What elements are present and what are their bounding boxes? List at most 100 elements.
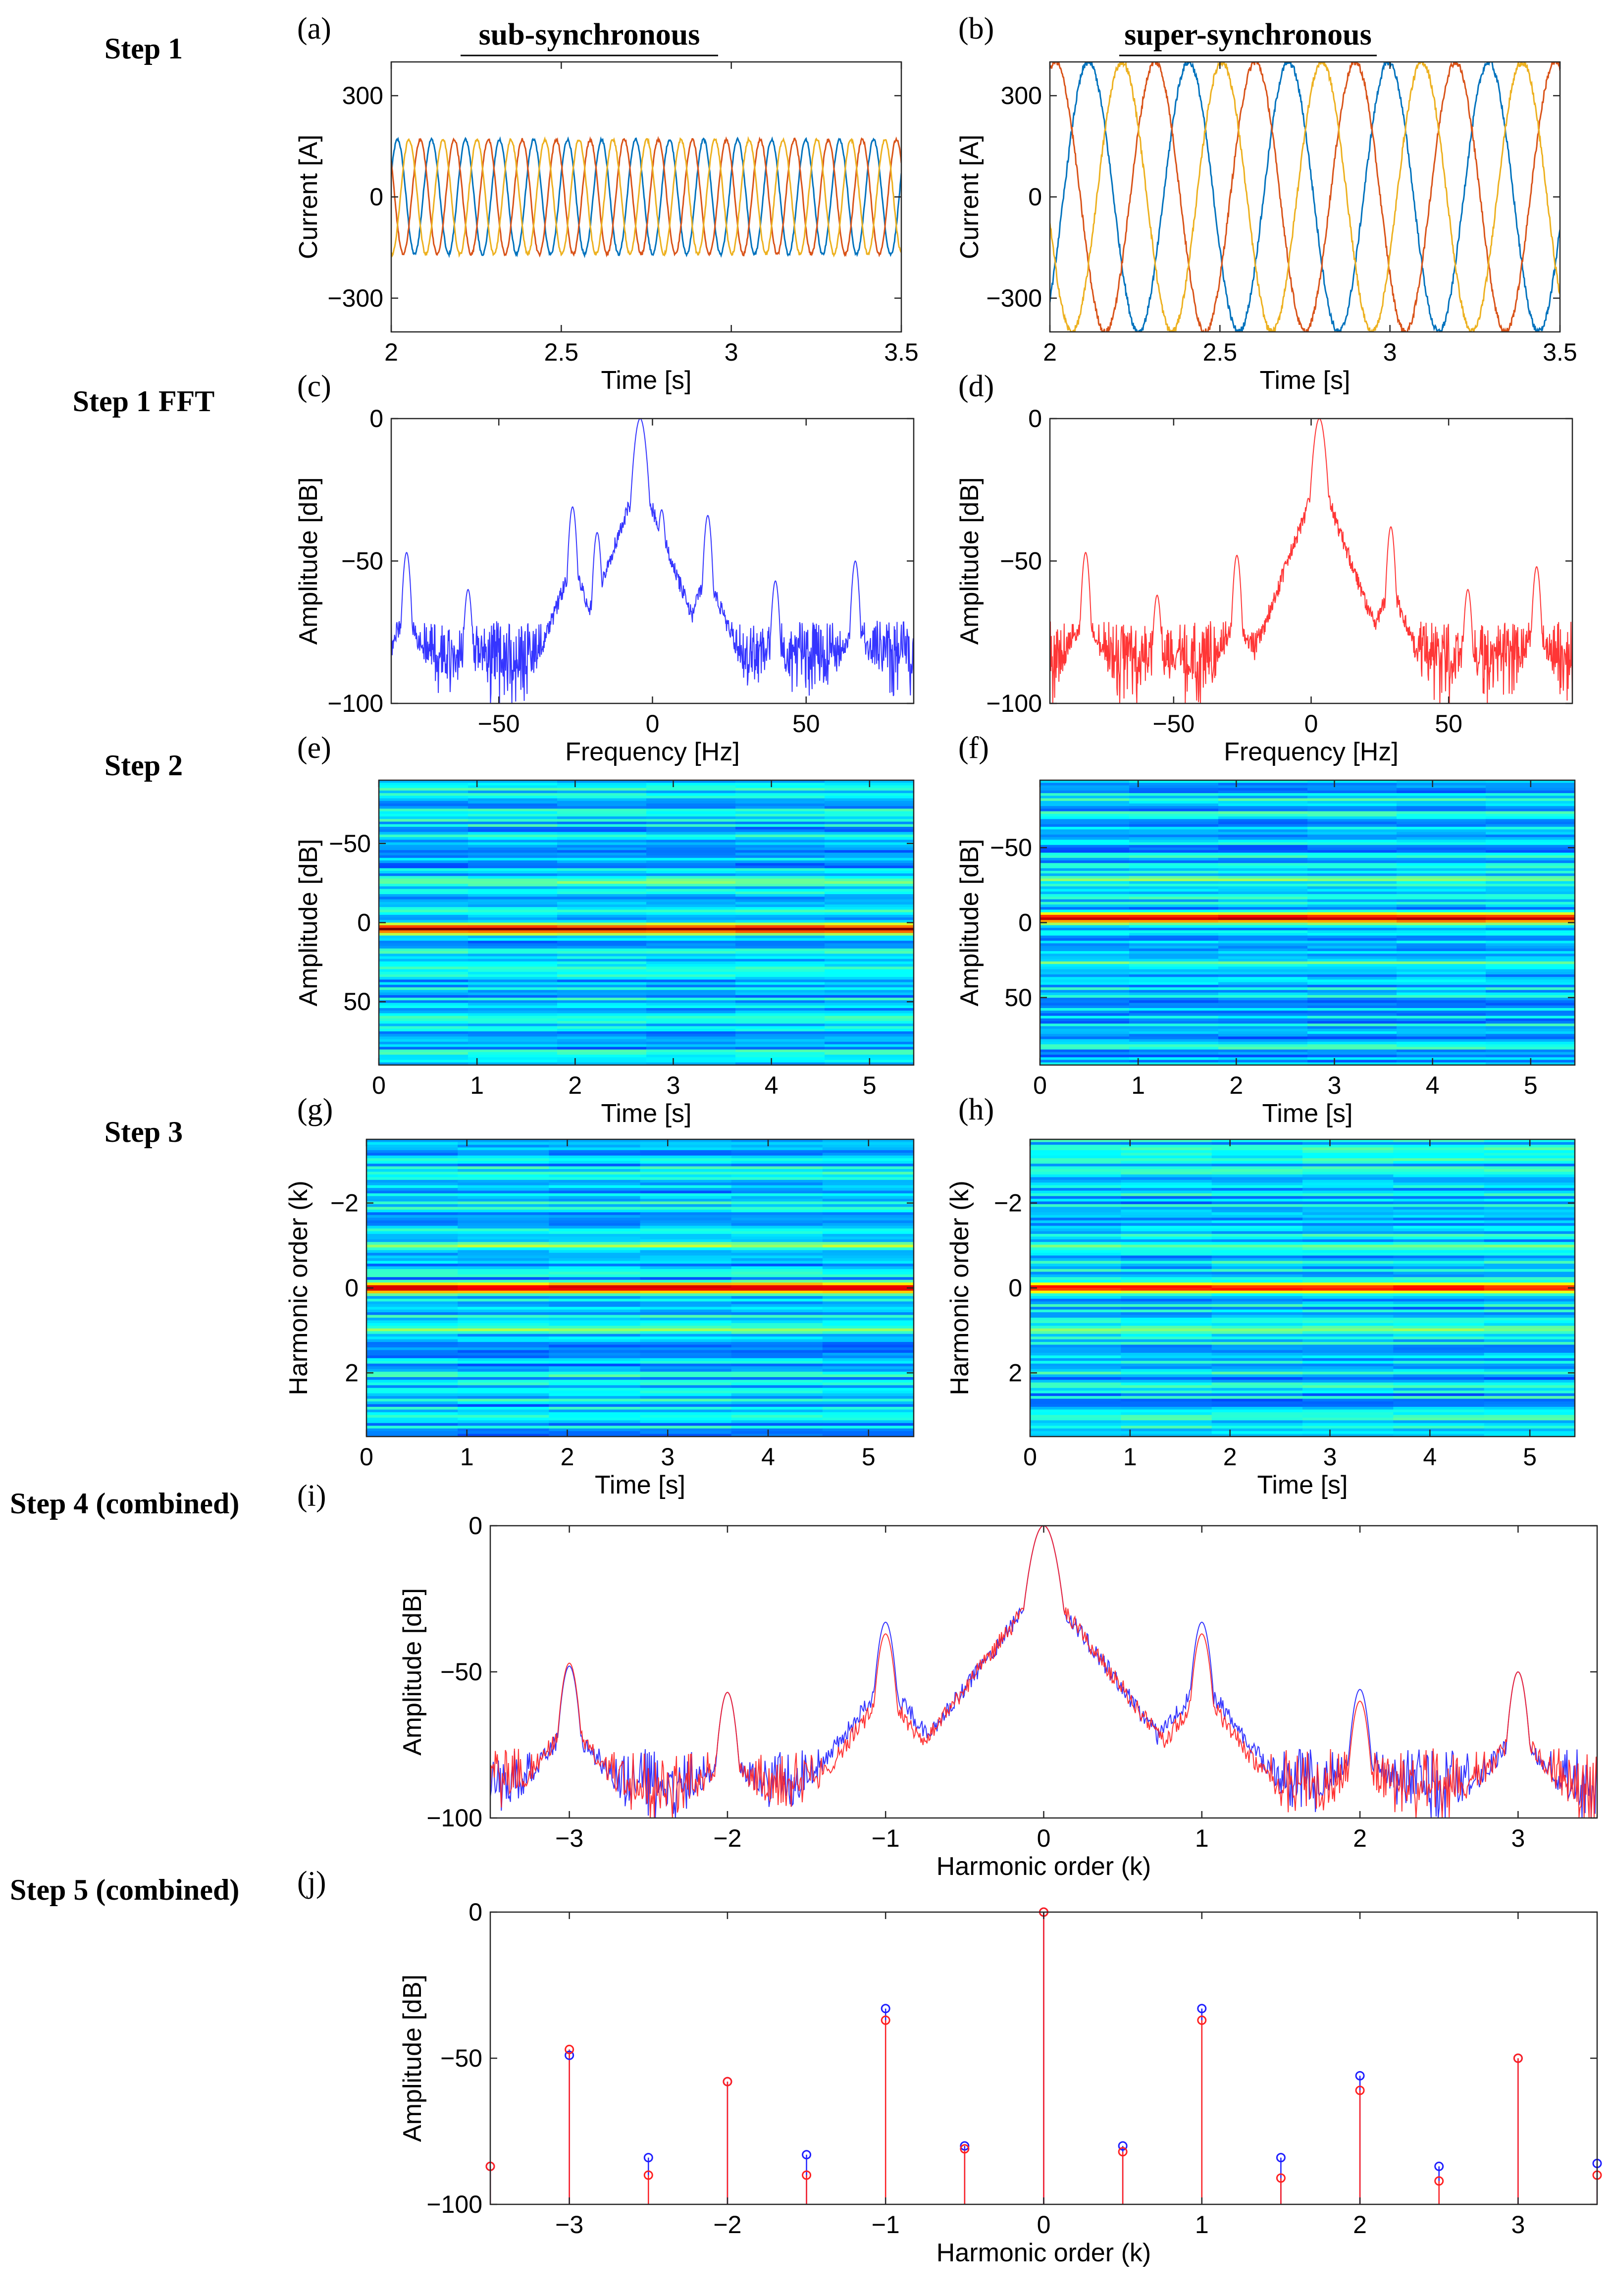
heatmap-cell xyxy=(735,793,825,797)
heatmap-cell xyxy=(1040,902,1130,905)
heatmap-cell xyxy=(822,1336,914,1340)
heatmap-cell xyxy=(1030,1428,1122,1432)
heatmap-cell xyxy=(640,1161,732,1165)
heatmap-cell xyxy=(825,1005,914,1009)
heatmap-cell xyxy=(646,902,736,905)
heatmap-cell xyxy=(1218,870,1308,874)
heatmap-cell xyxy=(1307,827,1397,830)
heatmap-cell xyxy=(1397,995,1486,999)
heatmap-cell xyxy=(458,1172,550,1175)
heatmap-cell xyxy=(646,974,736,978)
heatmap-cell xyxy=(1129,803,1219,807)
heatmap-cell xyxy=(640,1344,732,1348)
heatmap-cell xyxy=(1484,1258,1575,1262)
heatmap-cell xyxy=(557,979,647,983)
heatmap-cell xyxy=(1397,907,1486,910)
heatmap-cell xyxy=(1218,951,1308,955)
heatmap-cell xyxy=(1040,914,1130,918)
x-tick-label: 0 xyxy=(360,1443,373,1471)
heatmap-cell xyxy=(549,1242,641,1245)
heatmap-cell xyxy=(1030,1355,1122,1359)
heatmap-cell xyxy=(1397,1018,1486,1022)
heatmap-cell xyxy=(822,1169,914,1173)
heatmap-cell xyxy=(458,1426,550,1429)
heatmap-cell xyxy=(1030,1255,1122,1259)
heatmap-cell xyxy=(1486,998,1575,1001)
heatmap-cell xyxy=(1129,1015,1219,1019)
heatmap-cell xyxy=(1302,1350,1394,1353)
heatmap-cell xyxy=(1129,1028,1219,1032)
heatmap-cell xyxy=(468,1060,558,1063)
heatmap-cell xyxy=(468,971,558,975)
heatmap-cell xyxy=(1307,935,1397,939)
heatmap-cell xyxy=(1484,1242,1575,1245)
heatmap-cell xyxy=(1030,1385,1122,1388)
heatmap-cell xyxy=(366,1266,459,1270)
heatmap-cell xyxy=(1302,1218,1394,1221)
heatmap-cell xyxy=(549,1258,641,1262)
heatmap-cell xyxy=(468,1039,558,1042)
heatmap-cell xyxy=(1211,1269,1303,1273)
heatmap-cell xyxy=(735,1057,825,1061)
heatmap-cell xyxy=(1393,1233,1485,1237)
heatmap-cell xyxy=(549,1426,641,1429)
panel-letter: (d) xyxy=(958,370,994,403)
heatmap-cell xyxy=(1030,1347,1122,1351)
heatmap-cell xyxy=(1121,1347,1212,1351)
heatmap-cell xyxy=(825,948,914,952)
heatmap-cell xyxy=(549,1263,641,1267)
heatmap-cell xyxy=(1397,1026,1486,1029)
heatmap-cell xyxy=(1484,1415,1575,1418)
heatmap-cell xyxy=(1393,1380,1485,1383)
heatmap-cell xyxy=(1129,935,1219,939)
heatmap-cell xyxy=(731,1355,823,1359)
x-tick-label: 0 xyxy=(1304,710,1318,738)
heatmap-cell xyxy=(1397,878,1486,882)
heatmap-cell xyxy=(1121,1298,1212,1302)
heatmap-cell xyxy=(1218,959,1308,962)
heatmap-cell xyxy=(1302,1209,1394,1213)
heatmap-cell xyxy=(1397,1049,1486,1053)
heatmap-cell xyxy=(1218,1015,1308,1019)
heatmap-cell xyxy=(468,966,558,970)
heatmap-cell xyxy=(458,1288,550,1291)
heatmap-cell xyxy=(1486,1055,1575,1058)
heatmap-cell xyxy=(549,1244,641,1248)
heatmap-cell xyxy=(1129,987,1219,991)
heatmap-cell xyxy=(822,1266,914,1270)
heatmap-cell xyxy=(1129,984,1219,988)
heatmap-cell xyxy=(1302,1247,1394,1251)
heatmap-cell xyxy=(1307,863,1397,866)
heatmap-cell xyxy=(735,935,825,939)
heatmap-cell xyxy=(1484,1328,1575,1332)
heatmap-cell xyxy=(1486,878,1575,882)
heatmap-cell xyxy=(822,1401,914,1405)
heatmap-cell xyxy=(379,845,468,848)
heatmap-cell xyxy=(1307,1026,1397,1029)
heatmap-cell xyxy=(1486,933,1575,936)
heatmap-cell xyxy=(1397,834,1486,838)
heatmap-cell xyxy=(731,1393,823,1397)
heatmap-cell xyxy=(1121,1309,1212,1313)
heatmap-cell xyxy=(825,1011,914,1014)
heatmap-cell xyxy=(1121,1431,1212,1435)
heatmap-cell xyxy=(1040,935,1130,939)
heatmap-cell xyxy=(1486,954,1575,957)
heatmap-cell xyxy=(1484,1223,1575,1227)
heatmap-cell xyxy=(735,1018,825,1022)
heatmap-cell xyxy=(366,1334,459,1337)
heatmap-cell xyxy=(1302,1263,1394,1267)
heatmap-cell xyxy=(1218,971,1308,975)
heatmap-cell xyxy=(825,1034,914,1037)
heatmap-cell xyxy=(468,979,558,983)
heatmap-cell xyxy=(1302,1426,1394,1429)
heatmap-cell xyxy=(1302,1320,1394,1324)
heatmap-cell xyxy=(1302,1404,1394,1407)
heatmap-cell xyxy=(1484,1266,1575,1270)
heatmap-cell xyxy=(379,798,468,801)
heatmap-cell xyxy=(379,935,468,939)
heatmap-cell xyxy=(825,1000,914,1004)
heatmap-cell xyxy=(549,1318,641,1321)
heatmap-cell xyxy=(557,1003,647,1006)
